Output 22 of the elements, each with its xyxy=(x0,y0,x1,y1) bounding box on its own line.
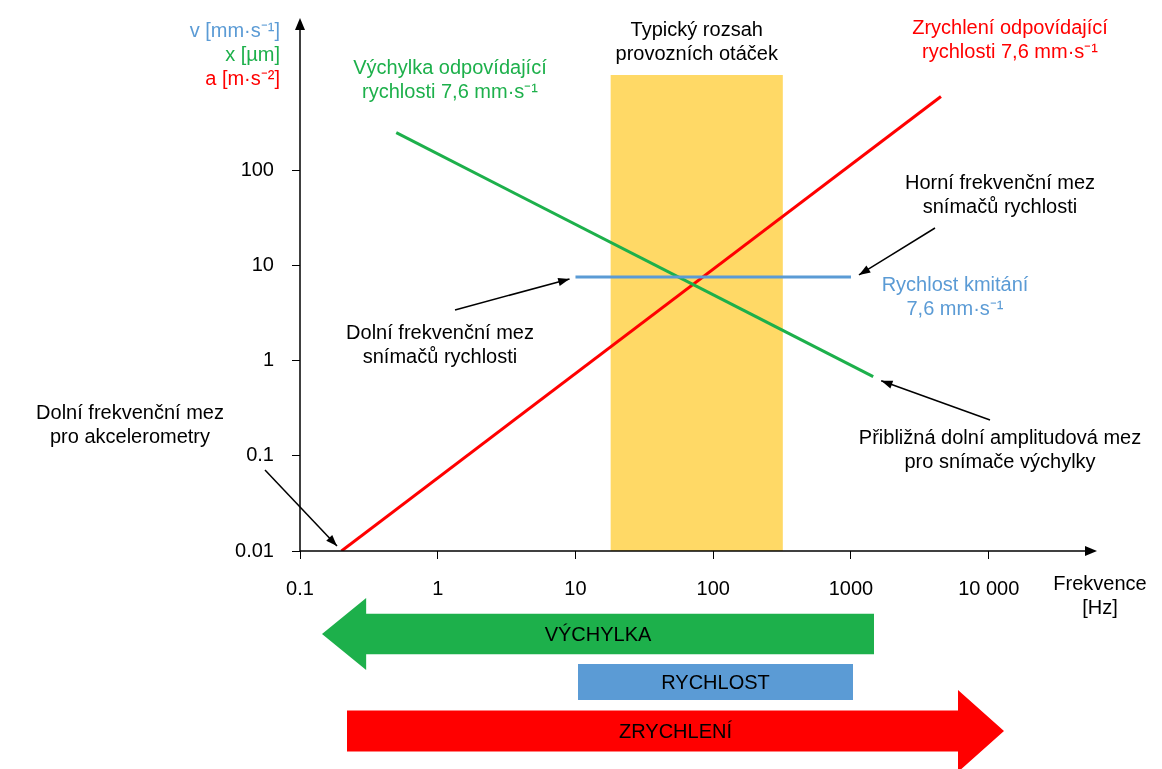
x-tick-label: 10 000 xyxy=(958,576,1020,599)
text: ZRYCHLENÍ xyxy=(619,719,732,742)
text: Výchylka odpovídající rychlosti 7,6 mm·s⁻¹ xyxy=(353,55,548,102)
y-axis-title: v [mm·s⁻¹] x [µm] a [m·s⁻²] xyxy=(188,18,280,90)
x-tick-label: 1000 xyxy=(828,576,874,599)
x-axis-title: Frekvence [Hz] xyxy=(1053,571,1147,618)
x-tick-label: 0.1 xyxy=(286,576,314,599)
y-tick-label: 10 xyxy=(251,253,274,276)
x-tick-label: 1 xyxy=(432,576,444,599)
band-label: Typický rozsah provozních otáček xyxy=(615,17,779,64)
annotation: Horní frekvenční mez snímačů rychlosti xyxy=(904,170,1096,217)
y-tick-label: 100 xyxy=(240,158,274,181)
y-tick-label: 1 xyxy=(262,348,274,371)
x-tick-label: 10 xyxy=(564,576,587,599)
y-tick-label: 0.1 xyxy=(246,443,274,466)
text: Dolní frekvenční mez pro akcelerometry xyxy=(36,400,224,447)
y-tick-label: 0.01 xyxy=(235,538,274,561)
series-label: Rychlost kmitání 7,6 mm·s⁻¹ xyxy=(881,272,1029,319)
annotation: Dolní frekvenční mez snímačů rychlosti xyxy=(346,320,534,367)
annotation: Přibližná dolní amplitudová mez pro snímače výchylky xyxy=(858,425,1142,472)
x-tick-label: 100 xyxy=(696,576,730,599)
text: Zrychlení odpovídající rychlosti 7,6 mm·s⁻¹ xyxy=(912,15,1109,62)
